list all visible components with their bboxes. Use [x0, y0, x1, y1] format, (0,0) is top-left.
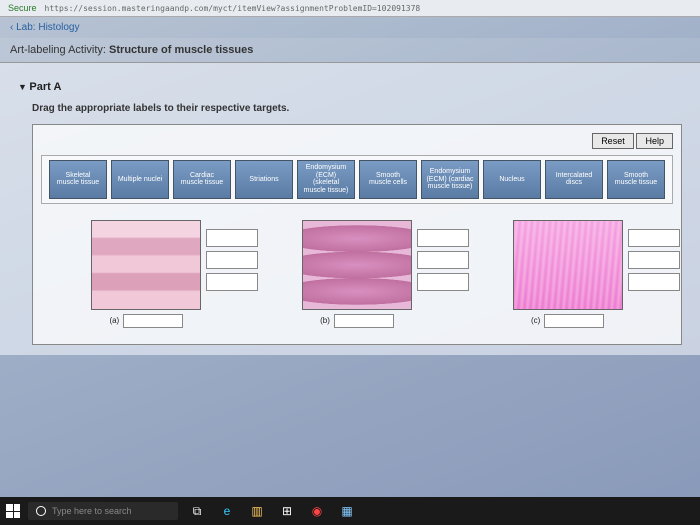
- drop-target[interactable]: [417, 273, 469, 291]
- figure-b: (b): [302, 220, 412, 328]
- cardiac-tissue-image: [513, 220, 623, 310]
- drop-slots-a: [206, 229, 258, 291]
- figure-a: (a): [91, 220, 201, 328]
- figure-label-b: (b): [302, 314, 412, 328]
- smooth-tissue-image: [302, 220, 412, 310]
- explorer-icon[interactable]: ▥: [246, 500, 268, 522]
- drop-target[interactable]: [334, 314, 394, 328]
- activity-box: Reset Help Skeletal muscle tissue Multip…: [32, 124, 682, 345]
- title-main: Structure of muscle tissues: [109, 44, 253, 56]
- page-title: Art-labeling Activity: Structure of musc…: [0, 38, 700, 63]
- figure-label-a: (a): [91, 314, 201, 328]
- drag-label[interactable]: Striations: [235, 160, 293, 199]
- figure-caption: (c): [531, 316, 540, 325]
- drag-label[interactable]: Cardiac muscle tissue: [173, 160, 231, 199]
- drag-label[interactable]: Nucleus: [483, 160, 541, 199]
- drop-target[interactable]: [123, 314, 183, 328]
- drag-label[interactable]: Endomysium (ECM) (skeletal muscle tissue…: [297, 160, 355, 199]
- drop-target[interactable]: [206, 273, 258, 291]
- secure-badge: Secure: [8, 3, 37, 13]
- taskbar: Type here to search ⧉ e ▥ ⊞ ◉ ▦: [0, 497, 700, 525]
- drop-target[interactable]: [417, 251, 469, 269]
- taskbar-search[interactable]: Type here to search: [28, 502, 178, 520]
- breadcrumb-back-link[interactable]: ‹ Lab: Histology: [10, 22, 79, 33]
- drag-label[interactable]: Smooth muscle tissue: [607, 160, 665, 199]
- app-icon[interactable]: ▦: [336, 500, 358, 522]
- drop-target[interactable]: [544, 314, 604, 328]
- breadcrumb: ‹ Lab: Histology: [0, 17, 700, 38]
- drop-slots-c: [628, 229, 680, 291]
- part-header[interactable]: Part A: [18, 73, 682, 97]
- search-placeholder: Type here to search: [52, 506, 132, 516]
- drag-label[interactable]: Endomysium (ECM) (cardiac muscle tissue): [421, 160, 479, 199]
- instruction-text: Drag the appropriate labels to their res…: [18, 97, 682, 124]
- title-prefix: Art-labeling Activity:: [10, 44, 106, 56]
- task-view-icon[interactable]: ⧉: [186, 500, 208, 522]
- reset-button[interactable]: Reset: [592, 133, 634, 149]
- figure-label-c: (c): [513, 314, 623, 328]
- address-bar: Secure https://session.masteringaandp.co…: [0, 0, 700, 17]
- drop-target[interactable]: [417, 229, 469, 247]
- drop-target[interactable]: [628, 251, 680, 269]
- figure-caption: (b): [320, 316, 330, 325]
- drag-label[interactable]: Intercalated discs: [545, 160, 603, 199]
- drop-target[interactable]: [206, 251, 258, 269]
- figures-row: (a) (b): [41, 216, 673, 336]
- drag-label[interactable]: Multiple nuclei: [111, 160, 169, 199]
- help-button[interactable]: Help: [636, 133, 673, 149]
- drop-target[interactable]: [628, 273, 680, 291]
- drop-slots-b: [417, 229, 469, 291]
- cortana-icon: [36, 506, 46, 516]
- store-icon[interactable]: ⊞: [276, 500, 298, 522]
- drop-target[interactable]: [206, 229, 258, 247]
- figure-caption: (a): [109, 316, 119, 325]
- drop-target[interactable]: [628, 229, 680, 247]
- drag-label[interactable]: Skeletal muscle tissue: [49, 160, 107, 199]
- action-buttons: Reset Help: [41, 133, 673, 149]
- content-area: Part A Drag the appropriate labels to th…: [0, 63, 700, 355]
- start-button[interactable]: [6, 504, 20, 518]
- skeletal-tissue-image: [91, 220, 201, 310]
- chrome-icon[interactable]: ◉: [306, 500, 328, 522]
- edge-icon[interactable]: e: [216, 500, 238, 522]
- figure-c: (c): [513, 220, 623, 328]
- drag-label[interactable]: Smooth muscle cells: [359, 160, 417, 199]
- label-palette: Skeletal muscle tissue Multiple nuclei C…: [41, 155, 673, 204]
- url-text[interactable]: https://session.masteringaandp.com/myct/…: [45, 4, 421, 13]
